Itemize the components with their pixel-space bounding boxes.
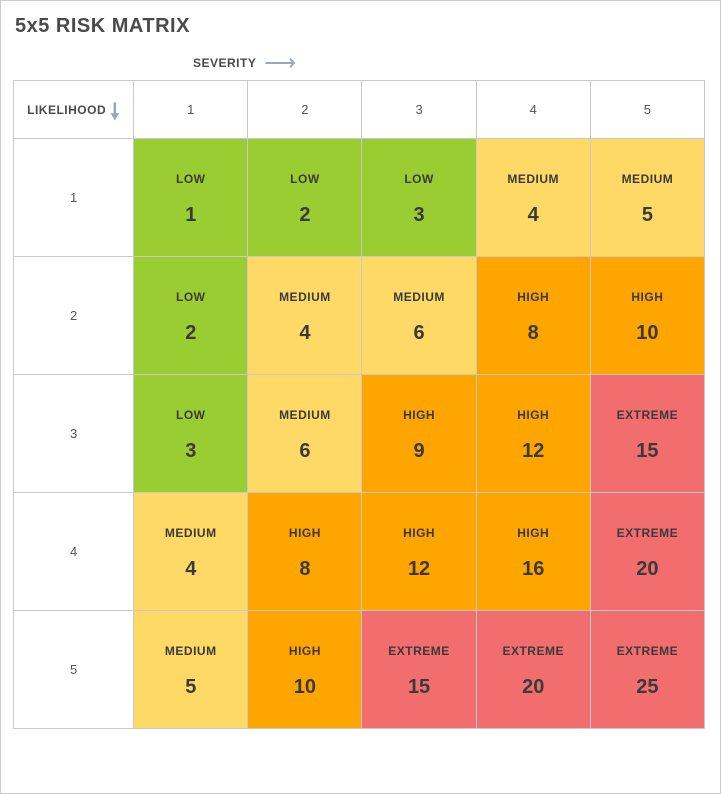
severity-label-text: SEVERITY: [193, 56, 256, 70]
risk-cell-value: 1: [185, 204, 196, 227]
risk-cell: MEDIUM 4: [134, 493, 248, 611]
risk-cell: LOW 2: [248, 139, 362, 257]
likelihood-axis-label: LIKELIHOOD 🠗: [14, 81, 134, 139]
risk-cell: HIGH 10: [590, 257, 704, 375]
risk-cell-value: 10: [294, 676, 316, 699]
risk-cell-value: 12: [522, 440, 544, 463]
risk-cell-label: MEDIUM: [279, 408, 331, 422]
risk-cell: HIGH 8: [476, 257, 590, 375]
risk-cell: MEDIUM 6: [362, 257, 476, 375]
likelihood-header: 1: [14, 139, 134, 257]
risk-cell-value: 4: [185, 558, 196, 581]
severity-axis-label: SEVERITY ⟶: [193, 52, 704, 74]
risk-cell-label: LOW: [404, 172, 434, 186]
page-title: 5x5 RISK MATRIX: [15, 15, 704, 38]
likelihood-header: 5: [14, 611, 134, 729]
risk-cell-label: HIGH: [517, 526, 549, 540]
risk-cell: EXTREME 15: [362, 611, 476, 729]
risk-cell-label: MEDIUM: [165, 644, 217, 658]
risk-cell: HIGH 16: [476, 493, 590, 611]
risk-cell: EXTREME 20: [476, 611, 590, 729]
risk-cell: LOW 3: [362, 139, 476, 257]
risk-cell-label: MEDIUM: [507, 172, 559, 186]
risk-cell-label: HIGH: [517, 408, 549, 422]
risk-cell-label: EXTREME: [617, 408, 679, 422]
risk-cell-value: 8: [299, 558, 310, 581]
risk-cell: LOW 1: [134, 139, 248, 257]
severity-header: 4: [476, 81, 590, 139]
risk-cell-label: MEDIUM: [622, 172, 674, 186]
risk-cell-label: LOW: [176, 408, 206, 422]
risk-cell: EXTREME 20: [590, 493, 704, 611]
risk-cell-value: 6: [299, 440, 310, 463]
risk-cell: MEDIUM 6: [248, 375, 362, 493]
risk-cell-value: 15: [636, 440, 658, 463]
risk-cell: HIGH 8: [248, 493, 362, 611]
risk-cell-label: LOW: [290, 172, 320, 186]
risk-cell-label: LOW: [176, 172, 206, 186]
risk-cell: MEDIUM 5: [134, 611, 248, 729]
risk-cell-value: 2: [185, 322, 196, 345]
risk-cell: MEDIUM 4: [248, 257, 362, 375]
likelihood-header: 4: [14, 493, 134, 611]
risk-cell-value: 5: [642, 204, 653, 227]
arrow-down-icon: 🠗: [110, 101, 120, 123]
risk-cell-value: 3: [185, 440, 196, 463]
risk-cell-value: 25: [636, 676, 658, 699]
risk-cell-label: MEDIUM: [165, 526, 217, 540]
risk-cell-value: 4: [528, 204, 539, 227]
risk-cell-value: 16: [522, 558, 544, 581]
risk-cell: MEDIUM 4: [476, 139, 590, 257]
risk-cell-value: 6: [414, 322, 425, 345]
risk-matrix-table: LIKELIHOOD🠗123451LOW1LOW2LOW3MEDIUM4MEDI…: [13, 80, 705, 729]
risk-cell-label: HIGH: [289, 526, 321, 540]
severity-header: 5: [590, 81, 704, 139]
risk-cell: HIGH 12: [476, 375, 590, 493]
risk-cell-value: 8: [528, 322, 539, 345]
risk-cell: MEDIUM 5: [590, 139, 704, 257]
risk-matrix-container: 5x5 RISK MATRIX SEVERITY ⟶ LIKELIHOOD🠗12…: [0, 0, 721, 794]
risk-cell-label: HIGH: [289, 644, 321, 658]
risk-cell-value: 10: [636, 322, 658, 345]
risk-cell-value: 9: [414, 440, 425, 463]
risk-cell-label: HIGH: [403, 526, 435, 540]
severity-header: 3: [362, 81, 476, 139]
risk-cell-value: 5: [185, 676, 196, 699]
risk-cell-value: 4: [299, 322, 310, 345]
risk-cell: EXTREME 15: [590, 375, 704, 493]
arrow-right-icon: ⟶: [264, 52, 296, 74]
risk-cell-value: 3: [414, 204, 425, 227]
severity-header: 1: [134, 81, 248, 139]
risk-cell-value: 20: [522, 676, 544, 699]
risk-cell-label: EXTREME: [617, 526, 679, 540]
risk-cell-label: LOW: [176, 290, 206, 304]
likelihood-label-text: LIKELIHOOD: [27, 103, 106, 117]
risk-cell-value: 2: [299, 204, 310, 227]
risk-cell-label: EXTREME: [502, 644, 564, 658]
risk-cell: LOW 2: [134, 257, 248, 375]
risk-cell-label: EXTREME: [388, 644, 450, 658]
risk-cell-label: EXTREME: [617, 644, 679, 658]
risk-cell: LOW 3: [134, 375, 248, 493]
risk-cell: HIGH 9: [362, 375, 476, 493]
risk-cell-label: HIGH: [517, 290, 549, 304]
risk-cell-label: HIGH: [403, 408, 435, 422]
risk-cell-label: MEDIUM: [393, 290, 445, 304]
risk-cell-value: 20: [636, 558, 658, 581]
risk-cell: EXTREME 25: [590, 611, 704, 729]
risk-cell-value: 12: [408, 558, 430, 581]
risk-cell: HIGH 12: [362, 493, 476, 611]
risk-cell-label: MEDIUM: [279, 290, 331, 304]
risk-cell-label: HIGH: [631, 290, 663, 304]
severity-header: 2: [248, 81, 362, 139]
risk-cell: HIGH 10: [248, 611, 362, 729]
likelihood-header: 3: [14, 375, 134, 493]
likelihood-header: 2: [14, 257, 134, 375]
risk-cell-value: 15: [408, 676, 430, 699]
